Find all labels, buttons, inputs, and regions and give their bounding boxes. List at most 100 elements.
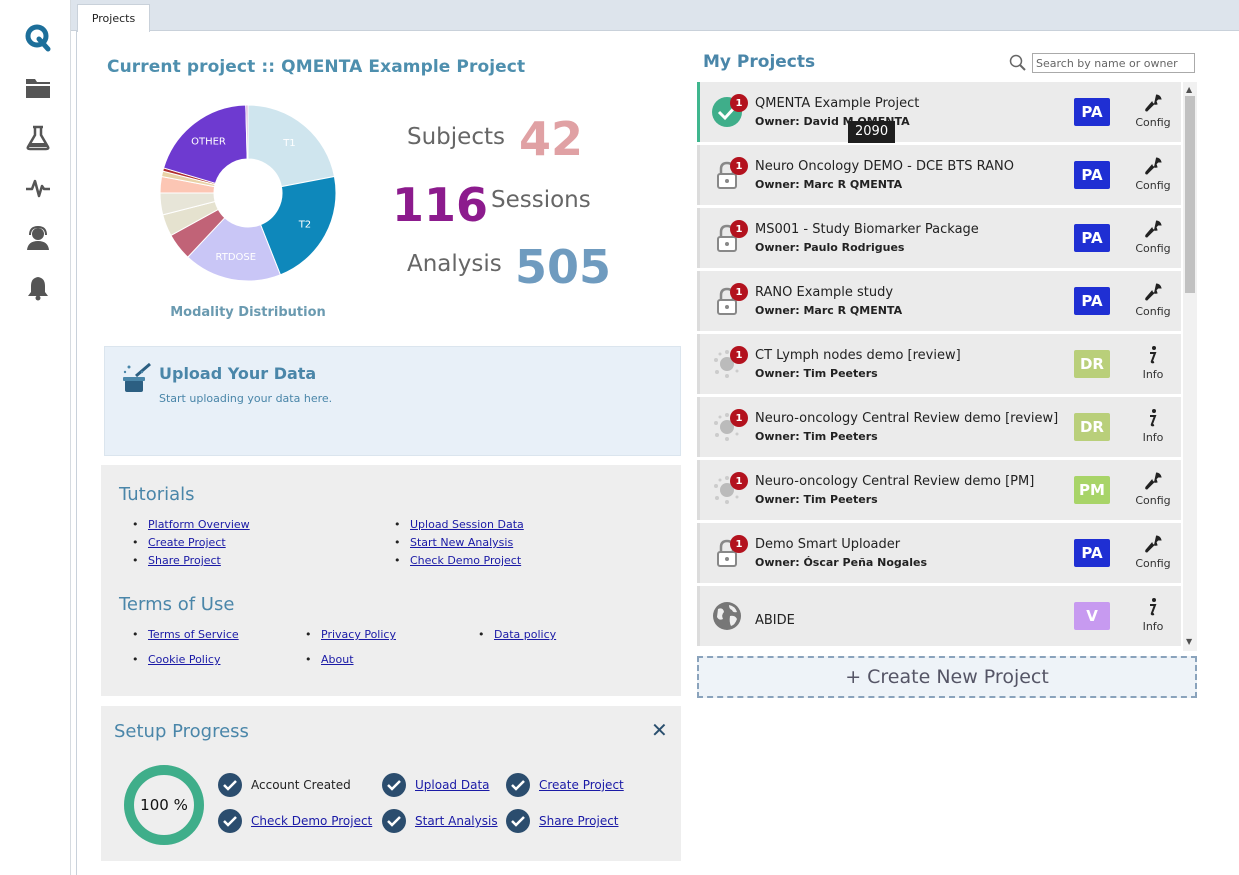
spinner-icon <box>711 411 743 443</box>
info-button[interactable]: Info <box>1132 407 1174 444</box>
project-owner: Owner: Paulo Rodrigues <box>755 241 905 254</box>
setup-progress-title: Setup Progress <box>114 721 249 742</box>
notification-badge: 1 <box>730 157 748 175</box>
create-new-project-button[interactable]: + Create New Project <box>697 656 1197 698</box>
step-start-analysis[interactable]: Start Analysis <box>382 809 498 833</box>
pie-slice[interactable] <box>163 104 248 184</box>
step-label: Account Created <box>251 778 351 792</box>
project-row[interactable]: 1 Neuro-oncology Central Review demo [rev… <box>697 397 1181 457</box>
project-row[interactable]: 1 Neuro-oncology Central Review demo [PM]… <box>697 460 1181 520</box>
wrench-icon <box>1132 92 1174 114</box>
config-button[interactable]: Config <box>1132 155 1174 192</box>
project-name[interactable]: Neuro Oncology DEMO - DCE BTS RANO <box>755 159 1014 174</box>
link-terms-of-service[interactable]: Terms of Service <box>132 628 239 641</box>
project-name[interactable]: Neuro-oncology Central Review demo [revi… <box>755 411 1059 426</box>
check-circle-icon <box>382 809 406 833</box>
folder-icon[interactable] <box>21 71 55 105</box>
close-icon[interactable]: ✕ <box>651 718 668 742</box>
spinner-icon <box>711 348 743 380</box>
config-button[interactable]: Config <box>1132 281 1174 318</box>
notification-badge: 1 <box>730 94 748 112</box>
link-about[interactable]: About <box>305 653 353 666</box>
config-button[interactable]: Config <box>1132 92 1174 129</box>
action-label: Config <box>1135 494 1171 507</box>
project-row[interactable]: ABIDE V Info <box>697 586 1181 646</box>
pie-slice[interactable] <box>259 175 337 276</box>
link-cookie-policy[interactable]: Cookie Policy <box>132 653 221 666</box>
sessions-count: 116 <box>392 178 489 232</box>
info-button[interactable]: Info <box>1132 344 1174 381</box>
step-upload-data[interactable]: Upload Data <box>382 773 490 797</box>
scroll-thumb[interactable] <box>1185 96 1195 293</box>
notification-badge: 1 <box>730 283 748 301</box>
scrollbar[interactable]: ▲ ▼ <box>1183 82 1197 651</box>
project-name[interactable]: QMENTA Example Project <box>755 96 920 111</box>
scroll-up-arrow-icon[interactable]: ▲ <box>1186 85 1193 94</box>
my-projects-title: My Projects <box>703 52 816 72</box>
config-button[interactable]: Config <box>1132 533 1174 570</box>
tab-projects[interactable]: Projects <box>77 4 150 32</box>
link-upload-session-data[interactable]: Upload Session Data <box>394 518 524 531</box>
project-name[interactable]: RANO Example study <box>755 285 894 300</box>
pie-slice-label: T2 <box>298 219 311 230</box>
check-circle-icon <box>506 809 530 833</box>
wrench-icon <box>1132 533 1174 555</box>
action-label: Config <box>1135 179 1171 192</box>
project-row[interactable]: 1 Neuro Oncology DEMO - DCE BTS RANO Owner… <box>697 145 1181 205</box>
project-name[interactable]: ABIDE <box>755 613 795 628</box>
link-data-policy[interactable]: Data policy <box>478 628 556 641</box>
pie-slice[interactable] <box>247 104 336 188</box>
info-button[interactable]: Info <box>1132 596 1174 633</box>
search-icon[interactable] <box>1009 54 1027 76</box>
config-button[interactable]: Config <box>1132 218 1174 255</box>
link-check-demo-project[interactable]: Check Demo Project <box>394 554 521 567</box>
project-row[interactable]: 1 QMENTA Example Project Owner: David M QM… <box>697 82 1181 142</box>
pie-slice[interactable] <box>187 217 282 282</box>
content-area <box>76 31 1239 875</box>
step-account-created: Account Created <box>218 773 351 797</box>
step-link[interactable]: Check Demo Project <box>251 814 373 828</box>
qmenta-logo-icon[interactable] <box>21 21 55 55</box>
link-share-project[interactable]: Share Project <box>132 554 221 567</box>
step-create-project[interactable]: Create Project <box>506 773 624 797</box>
pulse-icon[interactable] <box>21 171 55 205</box>
project-row[interactable]: 1 MS001 - Study Biomarker Package Owner: P… <box>697 208 1181 268</box>
tab-bar: Projects <box>71 0 1239 32</box>
flask-icon[interactable] <box>21 121 55 155</box>
project-name[interactable]: CT Lymph nodes demo [review] <box>755 348 961 363</box>
project-row[interactable]: 1 RANO Example study Owner: Marc R QMENTA P… <box>697 271 1181 331</box>
step-link[interactable]: Share Project <box>539 814 619 828</box>
upload-data-panel[interactable]: Upload Your Data Start uploading your da… <box>104 346 681 456</box>
config-button[interactable]: Config <box>1132 470 1174 507</box>
step-link[interactable]: Start Analysis <box>415 814 498 828</box>
bell-icon[interactable] <box>21 271 55 305</box>
upload-title: Upload Your Data <box>159 364 317 383</box>
step-share-project[interactable]: Share Project <box>506 809 619 833</box>
project-name[interactable]: Demo Smart Uploader <box>755 537 901 552</box>
search-input[interactable] <box>1032 53 1195 73</box>
support-agent-icon[interactable] <box>21 221 55 255</box>
step-check-demo-project[interactable]: Check Demo Project <box>218 809 372 833</box>
project-name[interactable]: MS001 - Study Biomarker Package <box>755 222 979 237</box>
step-link[interactable]: Upload Data <box>415 778 490 792</box>
notification-badge: 1 <box>730 472 748 490</box>
current-project-title: Current project :: QMENTA Example Projec… <box>107 57 526 77</box>
scroll-down-arrow-icon[interactable]: ▼ <box>1186 637 1193 646</box>
project-owner: Owner: Marc R QMENTA <box>755 304 903 317</box>
step-link[interactable]: Create Project <box>539 778 624 792</box>
link-platform-overview[interactable]: Platform Overview <box>132 518 250 531</box>
wrench-icon <box>1132 218 1174 240</box>
link-privacy-policy[interactable]: Privacy Policy <box>305 628 396 641</box>
spinner-icon <box>711 474 743 506</box>
upload-subtitle: Start uploading your data here. <box>159 392 333 405</box>
link-create-project[interactable]: Create Project <box>132 536 226 549</box>
project-row[interactable]: 1 CT Lymph nodes demo [review] Owner: Tim … <box>697 334 1181 394</box>
pie-slice-label: T1 <box>282 138 295 149</box>
project-name[interactable]: Neuro-oncology Central Review demo [PM] <box>755 474 1035 489</box>
role-badge: PA <box>1074 539 1110 567</box>
pie-slice[interactable] <box>245 104 249 160</box>
project-owner: Owner: Tim Peeters <box>755 367 878 380</box>
project-row[interactable]: 1 Demo Smart Uploader Owner: Óscar Peña No… <box>697 523 1181 583</box>
link-start-new-analysis[interactable]: Start New Analysis <box>394 536 513 549</box>
info-icon <box>1132 344 1174 366</box>
